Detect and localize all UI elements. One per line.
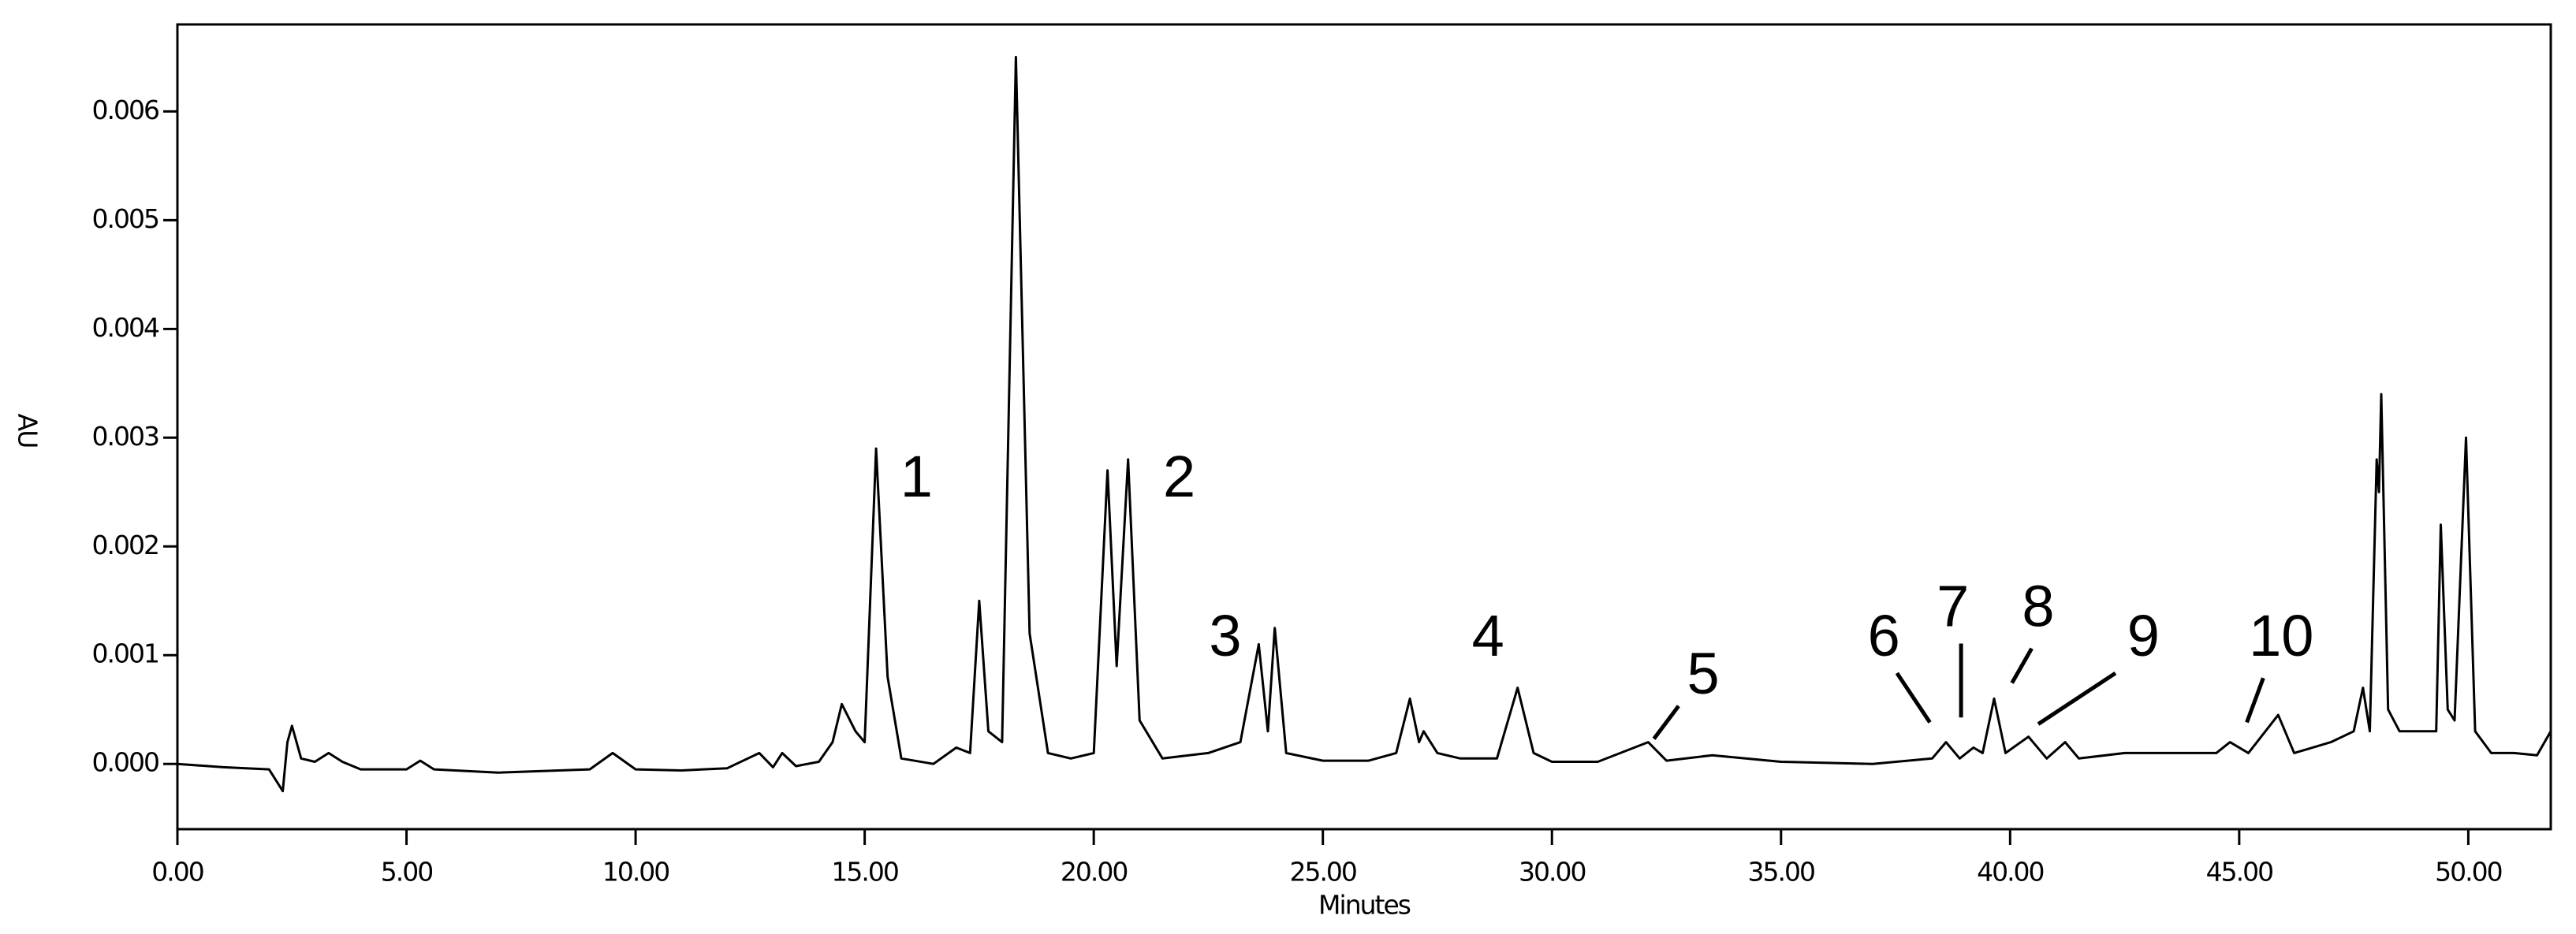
peak-label: 2 [1163,444,1195,509]
trace [177,55,2552,793]
peak-label: 9 [2127,603,2160,668]
y-tick-label: 0.005 [92,203,158,234]
y-tick-label: 0.003 [92,421,158,452]
x-tick-label: 10.00 [602,857,669,887]
x-tick-label: 30.00 [1519,857,1585,887]
x-tick-label: 35.00 [1748,857,1814,887]
peak-label: 3 [1209,603,1241,668]
y-tick-label: 0.004 [92,312,159,343]
peak-leader [2037,671,2117,726]
peak-label: 1 [900,444,933,509]
x-tick-label: 15.00 [831,857,897,887]
x-axis-label: Minutes [1318,890,1411,921]
y-tick-label: 0.002 [92,530,158,560]
y-tick-label: 0.001 [92,638,158,669]
peak-leader [2010,647,2034,684]
y-axis-label: AU [13,414,43,448]
peak-label: 6 [1868,603,1900,668]
x-tick-label: 45.00 [2206,857,2272,887]
x-tick-label: 40.00 [1977,857,2043,887]
y-tick-label: 0.006 [92,95,158,125]
peak-label: 10 [2249,603,2313,668]
peak-leader [1652,705,1680,740]
x-tick-label: 5.00 [381,857,432,887]
y-tick-label: 0.000 [92,747,158,778]
peak-leader [2245,677,2265,724]
peak-leader [1895,672,1932,724]
x-tick-label: 0.00 [151,857,203,887]
peak-label: 8 [2022,573,2054,638]
peak-label: 7 [1937,573,1969,638]
x-tick-label: 50.00 [2435,857,2501,887]
x-tick-label: 25.00 [1289,857,1355,887]
x-tick-label: 20.00 [1061,857,1127,887]
peak-label: 5 [1687,641,1719,706]
plot-frame [176,23,2552,831]
peak-label: 4 [1472,603,1504,668]
